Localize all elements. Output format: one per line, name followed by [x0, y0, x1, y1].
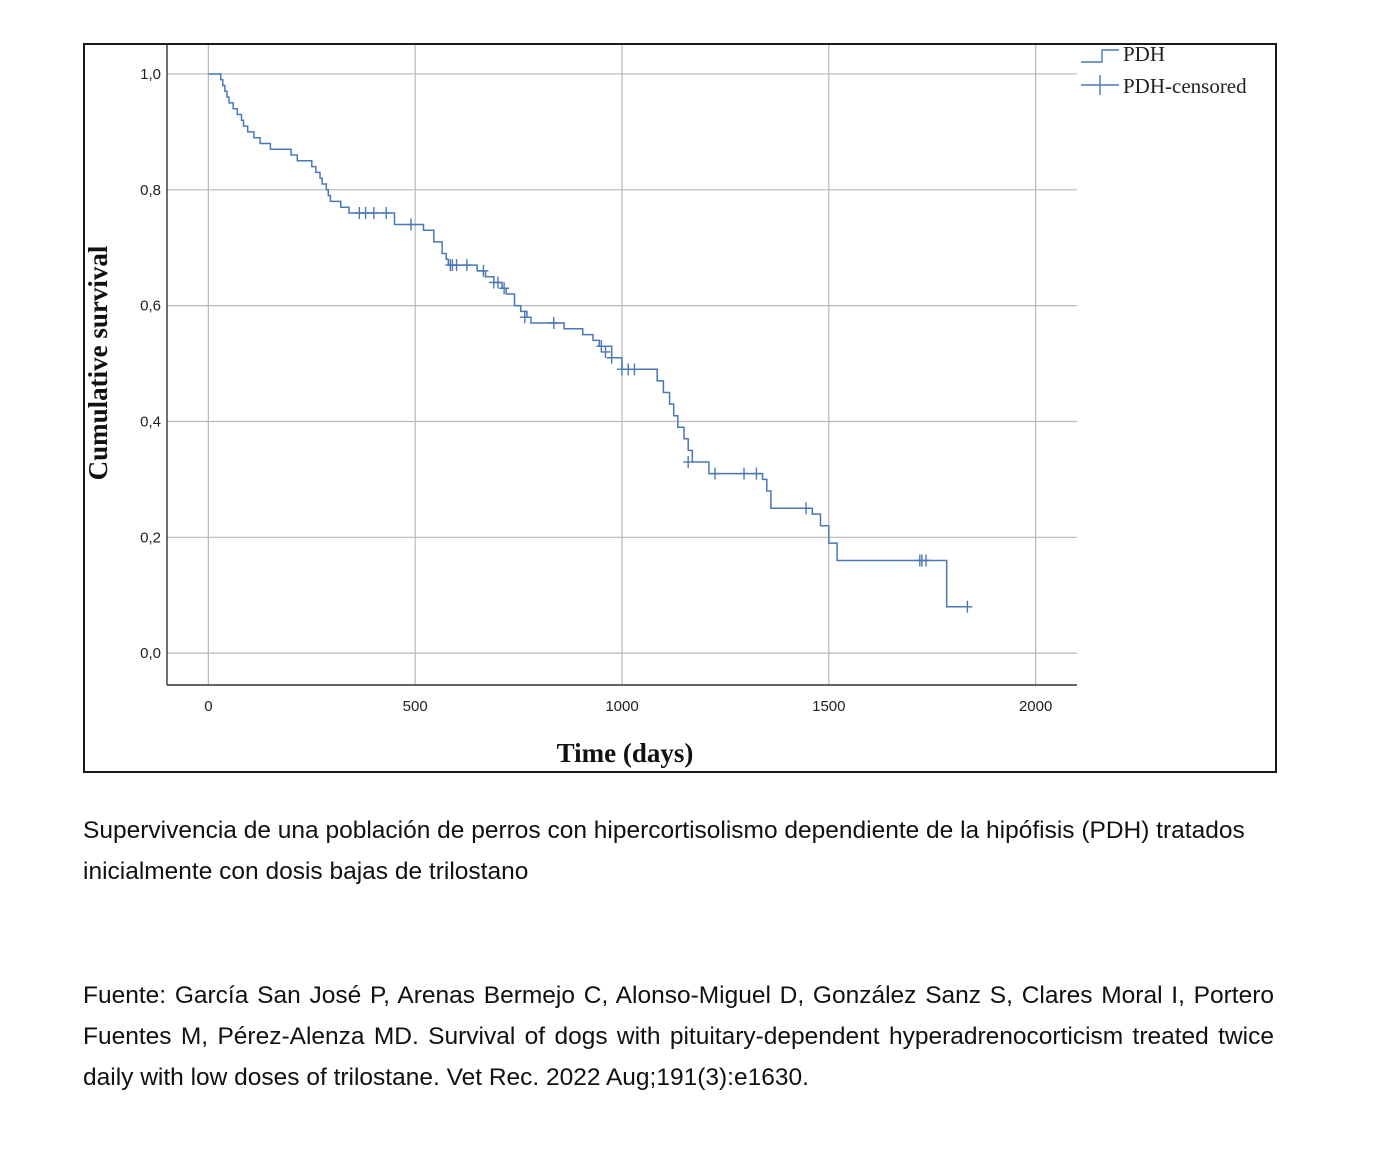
- censored-marker-23: [739, 467, 750, 480]
- legend: PDH PDH-censored: [1081, 45, 1247, 98]
- x-tick-label-3: 1500: [812, 698, 845, 715]
- legend-swatch-pdh: [1081, 49, 1119, 63]
- y-tick-label-5: 1,0: [140, 66, 161, 83]
- legend-label-pdh-censored: PDH-censored: [1123, 74, 1247, 98]
- censored-marker-4: [406, 218, 417, 231]
- figure-caption: Supervivencia de una población de perros…: [83, 817, 1245, 885]
- censored-marker-17: [606, 351, 617, 364]
- y-axis-title: Cumulative survival: [85, 245, 113, 480]
- censored-marker-13: [519, 311, 530, 324]
- x-tick-label-1: 500: [403, 698, 428, 715]
- x-tick-label-0: 0: [204, 698, 212, 715]
- censored-marker-15: [596, 340, 607, 353]
- censored-marker-28: [921, 554, 932, 567]
- censored-marker-9: [478, 264, 489, 277]
- x-tick-label-2: 1000: [605, 698, 638, 715]
- censored-marker-3: [381, 206, 392, 219]
- censored-marker-11: [492, 276, 503, 289]
- censored-marker-21: [683, 456, 694, 469]
- censored-marker-7: [451, 259, 462, 272]
- y-tick-label-4: 0,8: [140, 182, 161, 199]
- axes: [166, 45, 1077, 686]
- x-tick-label-4: 2000: [1019, 698, 1052, 715]
- y-tick-label-1: 0,2: [140, 529, 161, 546]
- survival-chart: 0 500 1000 1500 2000 0,0 0,2 0,4 0,6 0,8 1,0 Time …: [85, 45, 1247, 768]
- x-axis-title: Time (days): [557, 738, 694, 768]
- chart-frame: 0 500 1000 1500 2000 0,0 0,2 0,4 0,6 0,8 1,0 Time …: [83, 43, 1277, 773]
- legend-label-pdh: PDH: [1123, 45, 1165, 66]
- y-tick-label-3: 0,6: [140, 298, 161, 315]
- series-layer: [208, 73, 973, 613]
- censored-marker-12: [499, 282, 510, 295]
- pdh-survival-curve: [208, 73, 966, 608]
- censored-marker-29: [962, 600, 973, 613]
- censored-marker-2: [368, 206, 379, 219]
- tick-labels: 0 500 1000 1500 2000 0,0 0,2 0,4 0,6 0,8 1,0: [140, 66, 1052, 715]
- y-tick-label-0: 0,0: [140, 645, 161, 662]
- censored-marker-14: [548, 317, 559, 330]
- grid-lines: [167, 45, 1077, 685]
- censored-marker-22: [710, 467, 721, 480]
- censored-marker-16: [600, 345, 611, 358]
- y-tick-label-2: 0,4: [140, 413, 161, 430]
- source-citation: Fuente: García San José P, Arenas Bermej…: [83, 982, 1274, 1091]
- censored-marker-24: [751, 467, 762, 480]
- censored-marker-20: [629, 363, 640, 376]
- censored-marker-25: [801, 502, 812, 515]
- censored-marker-8: [461, 259, 472, 272]
